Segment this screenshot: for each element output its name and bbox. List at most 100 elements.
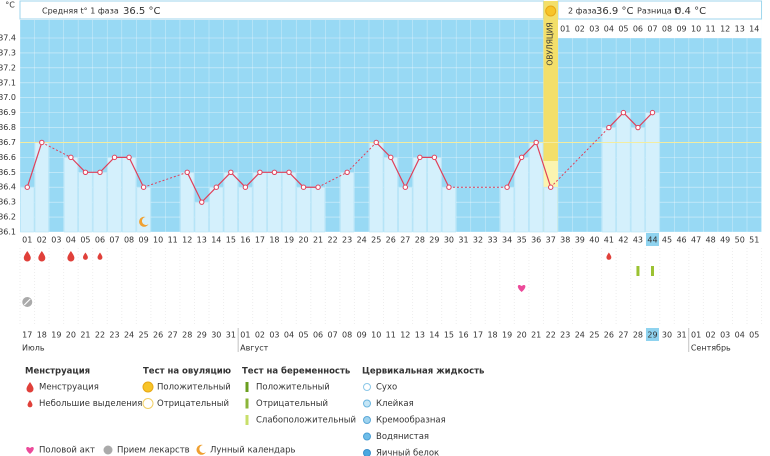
temperature-bar — [514, 157, 529, 233]
date-label: 27 — [168, 331, 178, 340]
legend-item: Положительный — [256, 383, 330, 393]
y-tick-label: 36.2 — [0, 213, 16, 222]
date-label: 05 — [749, 331, 759, 340]
phase2-day: 11 — [706, 25, 716, 34]
temperature-point — [606, 124, 612, 131]
cycle-day: 37 — [546, 236, 556, 245]
date-label: 24 — [575, 331, 585, 340]
phase2-value: 36.9 °C — [596, 6, 633, 17]
date-label: 21 — [531, 331, 541, 340]
sun-icon — [545, 5, 557, 17]
y-tick-label: 36.3 — [0, 198, 16, 207]
cycle-day: 51 — [749, 236, 759, 245]
month-label: Август — [240, 344, 269, 353]
date-label: 24 — [124, 331, 134, 340]
date-label: 28 — [633, 331, 643, 340]
phase2-day: 01 — [560, 25, 570, 34]
temperature-bar — [20, 186, 35, 233]
date-label: 12 — [400, 331, 410, 340]
cycle-day: 46 — [676, 236, 686, 245]
moon-icon — [139, 216, 149, 227]
phase2-day: 03 — [589, 25, 599, 34]
cycle-day: 01 — [22, 236, 32, 245]
cycle-day: 09 — [138, 236, 148, 245]
date-label: 16 — [458, 331, 468, 340]
cycle-day: 43 — [633, 236, 643, 245]
temperature-line — [186, 171, 319, 204]
phase1-value: 36.5 °C — [123, 6, 160, 17]
temperature-point — [271, 169, 278, 176]
cycle-day: 21 — [313, 236, 323, 245]
legend-icon — [363, 383, 371, 391]
temperature-bar — [223, 172, 238, 233]
temperature-bar — [398, 186, 413, 233]
cycle-day: 34 — [502, 236, 512, 245]
date-label: 30 — [662, 331, 672, 340]
legend-item: Половой акт — [39, 446, 95, 456]
legend-icon — [363, 416, 371, 424]
cycle-day: 28 — [415, 236, 425, 245]
temperature-bar — [121, 157, 137, 233]
legend-icon — [363, 449, 371, 456]
temperature-point — [111, 154, 118, 161]
temperature-point — [39, 139, 45, 146]
temperature-line — [70, 156, 145, 188]
temperature-point — [242, 184, 249, 190]
temperature-point — [388, 154, 394, 161]
temperature-bar — [281, 172, 297, 233]
date-label: 06 — [313, 331, 323, 340]
date-label: 10 — [371, 331, 381, 340]
gap-connector — [41, 142, 72, 158]
temperature-point — [68, 154, 74, 161]
phase2-day: 06 — [633, 25, 643, 34]
phase2-day: 05 — [618, 25, 628, 34]
legend-icon — [196, 444, 206, 455]
date-label: 23 — [560, 331, 570, 340]
temperature-point — [402, 184, 409, 190]
legend-item: Лунный календарь — [210, 446, 296, 456]
legend-icon — [27, 400, 33, 408]
cycle-day: 49 — [720, 236, 730, 245]
cycle-day: 30 — [444, 236, 454, 245]
phase2-day: 13 — [735, 25, 745, 34]
temperature-bar — [383, 157, 398, 233]
cycle-day: 47 — [691, 236, 701, 245]
cycle-day: 08 — [124, 236, 134, 245]
cycle-day: 50 — [735, 236, 745, 245]
menstruation-icon — [23, 251, 31, 262]
temperature-point — [24, 184, 30, 190]
temperature-bar — [296, 186, 311, 233]
temperature-point — [344, 169, 350, 176]
date-label: 18 — [37, 331, 47, 340]
temperature-bar — [412, 157, 427, 233]
temperature-point — [446, 184, 452, 190]
date-label: 15 — [444, 331, 454, 340]
phase1-label: Средняя t° 1 фаза — [42, 7, 119, 16]
phase2-label: 2 фаза — [568, 7, 597, 16]
phase2-day: 04 — [604, 25, 614, 34]
cycle-day: 17 — [255, 236, 265, 245]
cycle-day: 19 — [284, 236, 294, 245]
cycle-day: 42 — [618, 236, 628, 245]
diff-label: Разница t° — [637, 7, 681, 16]
spotting-icon — [97, 252, 103, 260]
temperature-bar — [601, 127, 616, 233]
y-tick-label: 37.2 — [0, 63, 16, 72]
temperature-point — [373, 139, 379, 146]
temperature-point — [286, 169, 292, 176]
cycle-day: 44 — [647, 236, 657, 245]
cycle-day: 38 — [560, 236, 570, 245]
temperature-bar — [645, 112, 660, 233]
temperature-bar — [92, 172, 108, 233]
legend-icon — [245, 398, 249, 409]
today-date-highlight — [645, 328, 659, 341]
date-label: 26 — [153, 331, 163, 340]
cycle-day: 48 — [706, 236, 716, 245]
legend-icon — [245, 415, 249, 425]
legend-icon — [26, 382, 34, 393]
temperature-point — [518, 154, 525, 161]
menstruation-icon — [38, 251, 46, 262]
date-label: 05 — [298, 331, 308, 340]
month-label: Сентябрь — [691, 344, 731, 353]
pill-line — [23, 298, 31, 306]
